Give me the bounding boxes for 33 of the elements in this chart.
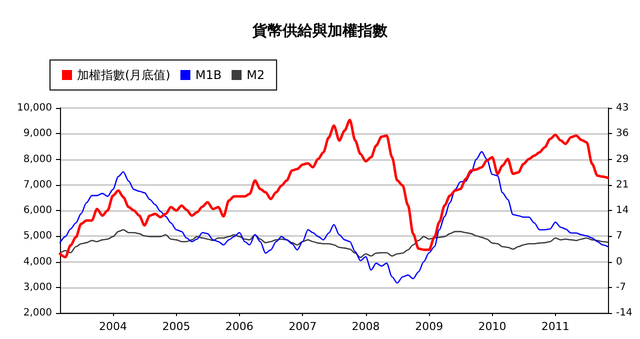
legend-label: M2 [246,68,265,82]
y-tick-label: 2,000 [23,308,52,318]
y2-tick-label: 43 [616,102,629,114]
y2-tick-label: 14 [616,205,629,216]
x-tick-label: 2005 [162,320,190,333]
x-tick-label: 2009 [415,320,444,333]
line-series [59,229,609,258]
y2-tick-label: -7 [616,282,626,293]
y-tick-label: 8,000 [23,154,52,165]
y2-tick-label: -14 [616,308,632,318]
y2-tick-label: 0 [616,256,622,268]
x-tick-label: 2008 [352,320,380,333]
y-tick-label: 7,000 [23,179,52,190]
y-tick-label: 3,000 [23,282,52,293]
y-tick-label: 10,000 [17,102,52,114]
x-tick-label: 2011 [541,320,570,333]
line-series [59,151,609,284]
y-tick-label: 9,000 [23,128,52,140]
line-series [58,118,610,258]
legend-label: 加權指數(月底值) [77,68,170,82]
y-tick-label: 5,000 [23,230,52,242]
x-tick-label: 2007 [288,320,317,333]
y-tick-label: 6,000 [23,205,52,216]
y2-tick-label: 21 [616,179,629,190]
y-tick-label: 4,000 [23,256,52,268]
chart-title: 貨幣供給與加權指數 [252,22,388,40]
x-tick-label: 2010 [478,320,506,333]
y2-tick-label: 36 [616,128,629,140]
x-tick-label: 2006 [225,320,254,333]
y2-tick-label: 29 [616,154,629,165]
x-tick-label: 2004 [98,320,127,333]
y2-tick-label: 7 [616,230,622,242]
legend-label: M1B [195,68,222,82]
